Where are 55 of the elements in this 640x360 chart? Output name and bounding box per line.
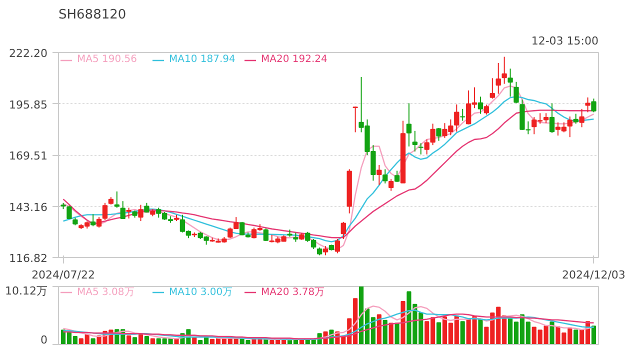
candlestick — [567, 116, 572, 138]
candlestick — [478, 96, 484, 114]
legend-label: MA20 192.24 — [261, 54, 328, 65]
x-tick-label: 2024/12/03 — [562, 268, 626, 282]
candlestick — [388, 178, 394, 192]
candlestick — [591, 98, 596, 113]
text: MA5 3.08万 — [77, 286, 134, 299]
y-tick-label: 143.16 — [9, 200, 48, 214]
candlestick — [96, 216, 102, 228]
y-tick-label: 0 — [40, 334, 48, 346]
candlestick — [484, 104, 490, 116]
candlestick — [424, 138, 430, 155]
text: 12-03 15:00 — [531, 34, 599, 48]
candlestick — [454, 104, 460, 132]
candlestick — [263, 228, 269, 242]
legend-label: MA20 3.78万 — [261, 286, 325, 299]
candlestick — [120, 200, 126, 220]
candlestick — [585, 96, 590, 113]
candlestick — [502, 56, 507, 84]
candlestick — [114, 190, 120, 208]
candlestick — [490, 78, 495, 100]
candlestick — [382, 168, 388, 184]
candlestick — [90, 214, 96, 227]
candlestick — [496, 62, 501, 94]
candlestick — [412, 130, 418, 152]
y-tick-label: 169.51 — [9, 150, 48, 162]
text: MA5 190.56 — [77, 54, 137, 65]
candlestick — [406, 102, 412, 147]
candlestick — [508, 68, 513, 98]
candlestick — [430, 123, 436, 146]
candlestick — [293, 232, 298, 242]
legend-label: MA10 187.94 — [169, 54, 236, 65]
candlestick — [352, 106, 358, 133]
x-tick-label: 2024/07/22 — [32, 268, 95, 282]
y-tick-label: 10.12万 — [5, 284, 48, 298]
candlestick — [549, 102, 555, 134]
candlestick — [102, 202, 108, 220]
candlestick — [579, 108, 584, 128]
candlestick — [138, 204, 144, 222]
chart-title: SH688120 — [58, 8, 126, 22]
candlestick — [418, 142, 424, 155]
candlestick — [376, 164, 382, 186]
candlestick — [573, 113, 578, 124]
y-tick-label: 195.85 — [9, 98, 48, 112]
candlestick — [514, 81, 519, 104]
candlestick — [340, 221, 346, 240]
candlestick — [126, 207, 132, 219]
candlestick — [322, 246, 328, 256]
candlestick — [334, 238, 340, 254]
candlestick — [436, 127, 442, 142]
y-tick-label: 116.82 — [9, 252, 48, 265]
y-tick-label: 222.20 — [9, 47, 48, 60]
candlestick — [66, 205, 72, 220]
candlestick — [460, 108, 466, 122]
legend-label: MA10 3.00万 — [169, 286, 233, 299]
